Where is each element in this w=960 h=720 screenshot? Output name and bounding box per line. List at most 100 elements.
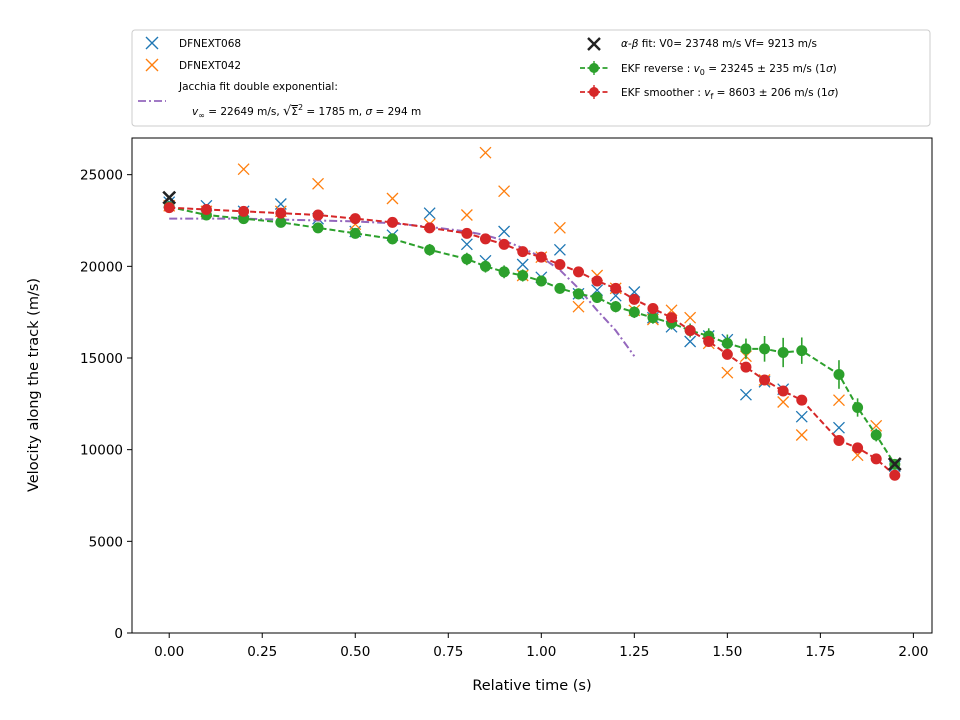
point-4-16 [610,301,622,313]
series-2 [169,217,636,357]
point-5-25 [777,385,789,397]
x-tick-label-1: 0.25 [247,644,277,660]
point-4-3 [275,216,287,228]
point-1-25 [777,396,790,408]
point-1-27 [833,394,845,407]
point-0-10 [498,225,511,238]
plot-frame [131,137,933,634]
point-5-15 [591,275,603,287]
point-4-27 [833,369,845,380]
legend-label-dfnext042: DFNEXT042 [179,60,241,72]
point-0-23 [739,388,752,401]
point-5-7 [424,222,436,234]
point-1-22 [721,366,734,379]
x-tick-label-5: 1.25 [619,644,649,660]
y-tick-label-3: 15000 [80,351,123,367]
point-5-26 [796,394,808,406]
legend-label-ekf-smoother: EKF smoother : vf = 8603 ± 206 m/s (1σ) [621,87,838,101]
point-0-8 [460,238,473,251]
point-5-27 [833,435,845,446]
point-5-29 [870,453,882,465]
legend-marker-ekf-reverse [589,63,599,73]
axes: 0.00 0.25 0.50 0.75 1.00 1.25 1.50 1.75 2.00 0 500… [80,168,928,660]
y-axis-label: Velocity along the track (m/s) [26,278,42,492]
point-1-6 [386,192,399,205]
y-tick-label-5: 25000 [80,168,123,184]
point-1-8 [460,209,473,221]
point-5-19 [666,312,678,324]
point-5-1 [200,204,212,215]
point-4-14 [573,288,585,300]
point-4-28 [852,402,864,413]
point-5-2 [238,205,250,217]
point-0-11 [516,258,529,271]
point-4-15 [591,292,603,303]
point-5-12 [535,251,547,263]
point-5-11 [517,246,529,258]
point-4-22 [721,337,733,349]
y-tick-label-2: 10000 [80,443,123,459]
legend-marker-alpha-beta [587,37,601,51]
point-5-20 [684,325,696,336]
point-4-29 [870,429,882,441]
point-4-26 [796,345,808,357]
x-tick-label-3: 0.75 [433,644,463,660]
legend-label-dfnext068: DFNEXT068 [179,38,241,50]
x-tick-label-2: 0.50 [340,644,370,660]
x-tick-label-7: 1.75 [805,644,835,660]
point-1-10 [498,185,511,198]
legend: DFNEXT068 DFNEXT042 Jacchia fit double e… [131,29,931,127]
point-5-18 [647,303,659,314]
point-5-17 [628,293,640,305]
series-line-2 [169,217,636,357]
point-5-28 [852,442,864,454]
legend-entry-ekf-reverse: EKF reverse : v0 = 23245 ± 235 m/s (1σ) [580,61,837,77]
y-tick-label-0: 0 [114,626,123,642]
x-tick-label-0: 0.00 [154,644,184,660]
point-1-26 [795,429,808,441]
point-4-7 [424,244,436,256]
point-4-12 [535,275,547,287]
x-tick-label-4: 1.00 [526,644,556,660]
legend-marker-dfnext042 [145,58,159,72]
point-5-16 [610,282,622,294]
x-axis-label: Relative time (s) [472,678,591,694]
point-4-13 [554,282,566,294]
point-4-25 [777,347,789,358]
point-4-23 [740,343,752,355]
series-3 [162,190,902,472]
x-tick-label-6: 1.50 [712,644,742,660]
legend-entry-dfnext068: DFNEXT068 [145,36,241,50]
point-5-4 [312,209,324,221]
series-5 [163,202,901,481]
point-5-30 [889,469,901,481]
point-5-23 [740,361,752,373]
legend-label-ekf-reverse: EKF reverse : v0 = 23245 ± 235 m/s (1σ) [621,63,837,77]
point-0-7 [423,207,436,220]
point-5-8 [461,227,473,239]
point-5-3 [275,207,287,219]
point-5-6 [386,216,398,228]
point-1-20 [684,311,697,324]
point-3-0 [162,190,177,205]
point-5-9 [479,233,491,245]
point-4-17 [628,306,640,318]
point-4-4 [312,222,324,234]
point-5-21 [703,336,715,347]
point-5-5 [349,213,361,225]
point-0-26 [795,410,808,423]
legend-entry-jacchia: Jacchia fit double exponential: v∞ = 226… [138,81,421,120]
point-4-8 [461,253,473,265]
point-4-18 [647,312,659,324]
legend-label-jacchia: Jacchia fit double exponential: [178,81,338,93]
point-5-0 [163,202,175,214]
point-1-2 [237,163,250,176]
legend-label-alpha-beta: α-β fit: V0= 23748 m/s Vf= 9213 m/s [621,38,817,50]
point-1-13 [553,221,566,234]
point-5-10 [498,238,510,250]
point-5-22 [721,348,733,360]
legend-entry-dfnext042: DFNEXT042 [145,58,241,72]
x-tick-label-8: 2.00 [898,644,928,660]
legend-marker-dfnext068 [145,36,159,50]
